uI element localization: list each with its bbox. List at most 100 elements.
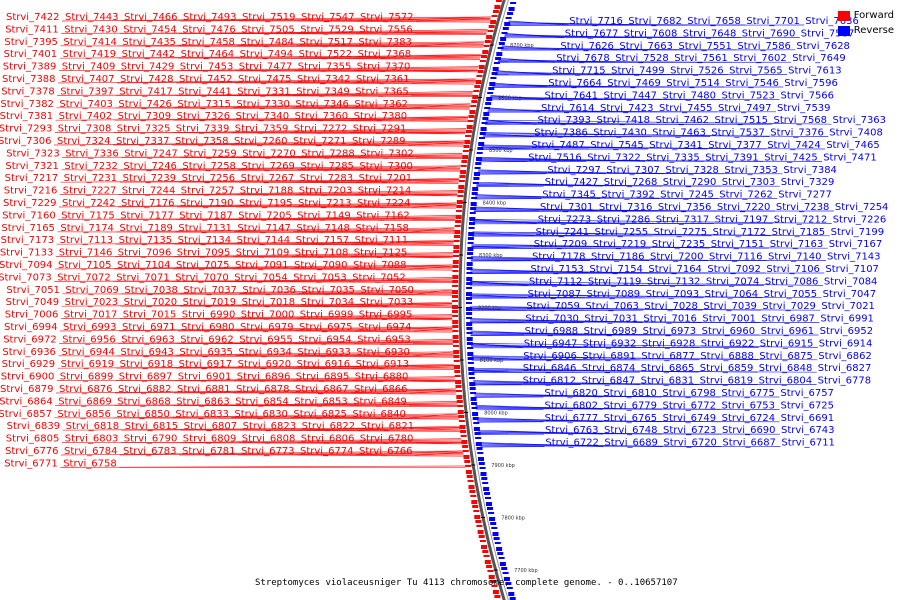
forward-connector: [177, 343, 453, 345]
reverse-gene-block: [473, 422, 480, 424]
forward-gene-label: Strvi_7306: [0, 136, 52, 147]
reverse-connector: [472, 232, 830, 237]
reverse-gene-label: Strvi_7561: [674, 53, 728, 64]
tick-label: 7800 kbp: [501, 516, 525, 522]
reverse-gene-label: Strvi_7392: [601, 190, 655, 201]
forward-gene-block: [492, 10, 499, 13]
forward-connector: [293, 82, 475, 85]
forward-gene-labels: Strvi_7422 Strvi_7443 Strvi_7466 Strvi_7493…: [0, 12, 414, 469]
forward-connector: [349, 264, 453, 270]
reverse-gene-block: [468, 227, 475, 229]
forward-gene-label: Strvi_7271: [293, 136, 347, 147]
forward-connector: [409, 389, 456, 394]
forward-gene-block: [456, 395, 463, 399]
forward-connector: [118, 194, 458, 197]
strand-legend: Forward Reverse: [837, 8, 894, 38]
reverse-gene-label: Strvi_7363: [833, 115, 887, 126]
reverse-gene-label: Strvi_7093: [646, 289, 700, 300]
forward-gene-label: Strvi_7246: [123, 161, 177, 172]
reverse-gene-block: [470, 397, 477, 401]
forward-gene-label: Strvi_7175: [61, 210, 115, 221]
forward-connector: [413, 56, 481, 59]
reverse-gene-block: [505, 17, 512, 19]
forward-gene-label: Strvi_7205: [238, 210, 292, 221]
reverse-gene-label: Strvi_6775: [721, 388, 775, 399]
forward-gene-block: [461, 160, 468, 163]
forward-connector: [59, 326, 453, 332]
reverse-gene-block: [467, 352, 474, 356]
forward-connector: [355, 179, 460, 183]
forward-gene-label: Strvi_7188: [240, 186, 294, 197]
forward-gene-block: [462, 155, 469, 159]
forward-gene-label: Strvi_6807: [184, 421, 238, 432]
reverse-gene-label: Strvi_7238: [776, 202, 830, 213]
reverse-gene-label: Strvi_7209: [534, 239, 588, 250]
reverse-gene-label: Strvi_7447: [604, 90, 658, 101]
forward-gene-label: Strvi_6806: [301, 434, 355, 445]
reverse-gene-label: Strvi_7480: [663, 90, 717, 101]
forward-gene-block: [488, 575, 495, 579]
forward-gene-label: Strvi_7239: [123, 173, 177, 184]
forward-gene-label: Strvi_6956: [62, 334, 116, 345]
forward-gene-label: Strvi_7109: [236, 248, 290, 259]
forward-gene-label: Strvi_7189: [119, 223, 173, 234]
forward-connector: [176, 352, 454, 357]
forward-gene-label: Strvi_6953: [357, 334, 411, 345]
forward-connector: [352, 78, 476, 84]
reverse-gene-block: [466, 322, 473, 326]
forward-connector: [414, 318, 453, 321]
reverse-gene-label: Strvi_7528: [615, 53, 669, 64]
forward-gene-label: Strvi_7133: [0, 248, 53, 259]
reverse-gene-label: Strvi_7245: [660, 190, 714, 201]
forward-connector: [114, 256, 453, 259]
forward-gene-label: Strvi_6856: [57, 409, 111, 420]
forward-gene-label: Strvi_7147: [237, 223, 291, 234]
forward-gene-label: Strvi_7323: [6, 148, 60, 159]
forward-gene-block: [483, 555, 490, 557]
forward-connector: [407, 141, 464, 146]
forward-gene-block: [458, 420, 465, 422]
legend-reverse: Reverse: [837, 23, 894, 38]
forward-gene-label: Strvi_7144: [237, 235, 291, 246]
forward-gene-label: Strvi_6854: [235, 396, 289, 407]
reverse-gene-label: Strvi_7301: [540, 202, 594, 213]
forward-gene-block: [460, 170, 467, 174]
reverse-gene-label: Strvi_7241: [536, 227, 590, 238]
forward-gene-label: Strvi_6790: [124, 434, 178, 445]
forward-connector: [232, 253, 454, 257]
forward-connector: [60, 450, 463, 456]
forward-gene-block: [453, 355, 460, 358]
forward-gene-label: Strvi_7430: [64, 24, 118, 35]
reverse-gene-label: Strvi_7092: [707, 264, 761, 275]
forward-gene-block: [465, 135, 472, 137]
reverse-gene-block: [497, 47, 504, 49]
reverse-gene-block: [489, 517, 496, 521]
reverse-gene-label: Strvi_6810: [603, 388, 657, 399]
reverse-gene-label: Strvi_7424: [767, 140, 821, 151]
reverse-connector: [469, 294, 822, 299]
reverse-gene-label: Strvi_7628: [796, 41, 850, 52]
forward-gene-block: [467, 480, 474, 482]
reverse-gene-label: Strvi_7526: [670, 66, 724, 77]
forward-connector: [357, 155, 462, 158]
forward-gene-block: [470, 105, 477, 107]
reverse-gene-label: Strvi_7116: [709, 252, 763, 263]
reverse-gene-label: Strvi_7235: [652, 239, 706, 250]
forward-gene-label: Strvi_7224: [357, 198, 411, 209]
reverse-gene-block: [466, 257, 473, 259]
reverse-gene-block: [494, 542, 501, 544]
forward-gene-block: [460, 435, 467, 437]
forward-gene-label: Strvi_7342: [297, 74, 351, 85]
reverse-gene-label: Strvi_7178: [532, 252, 586, 263]
reverse-gene-block: [470, 392, 477, 394]
reverse-gene-label: Strvi_7386: [534, 128, 588, 139]
forward-gene-block: [471, 100, 478, 103]
forward-connector: [412, 351, 454, 357]
forward-connector: [121, 289, 453, 295]
position-ticks: 8700 kbp 8600 kbp 8500 kbp 8400 kbp 8300 kbp…: [458, 43, 538, 574]
reverse-gene-label: Strvi_6711: [781, 438, 835, 449]
forward-gene-block: [474, 515, 481, 519]
forward-gene-label: Strvi_6954: [298, 334, 352, 345]
forward-gene-label: Strvi_7293: [0, 124, 52, 135]
reverse-gene-block: [466, 342, 473, 345]
